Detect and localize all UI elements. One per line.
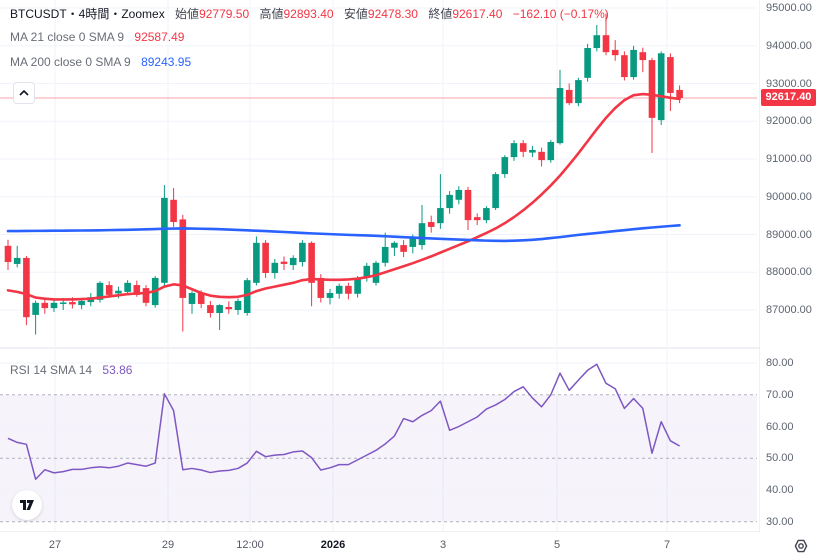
price-axis-label: 92000.00 bbox=[766, 115, 812, 128]
high-label: 高値 bbox=[259, 7, 284, 21]
time-axis-label: 3 bbox=[439, 539, 447, 551]
time-axis-label: 2026 bbox=[320, 539, 346, 551]
rsi-axis-label: 70.00 bbox=[766, 388, 794, 401]
tradingview-logo-icon bbox=[20, 500, 34, 510]
tradingview-logo[interactable] bbox=[12, 490, 42, 520]
rsi-label: RSI 14 SMA 14 bbox=[10, 363, 93, 377]
time-axis-label: 27 bbox=[48, 539, 62, 551]
rsi-axis-label: 50.00 bbox=[766, 452, 794, 465]
rsi-axis-label: 30.00 bbox=[766, 515, 794, 528]
time-axis-label: 12:00 bbox=[236, 539, 264, 551]
rsi-value: 53.86 bbox=[102, 363, 133, 377]
ma200-label: MA 200 close 0 SMA 9 bbox=[10, 55, 131, 69]
rsi-axis-label: 80.00 bbox=[766, 357, 794, 369]
low-label: 安値 bbox=[343, 7, 368, 21]
time-axis-label: 7 bbox=[663, 539, 671, 551]
price-axis[interactable]: 92617.40 95000.00 94000.00 93000.00 92000.0… bbox=[760, 0, 817, 532]
high-value: 92893.40 bbox=[283, 7, 334, 21]
symbol-legend-row[interactable]: BTCUSDT・4時間・Zoomex 始値92779.50 高値92893.40… bbox=[10, 5, 609, 22]
price-axis-label: 95000.00 bbox=[766, 2, 812, 14]
main-price-pane[interactable] bbox=[0, 0, 760, 347]
ma21-legend-row[interactable]: MA 21 close 0 SMA 9 92587.49 bbox=[10, 30, 184, 44]
ma21-value: 92587.49 bbox=[134, 30, 185, 44]
rsi-legend-row[interactable]: RSI 14 SMA 14 53.86 bbox=[10, 363, 132, 377]
open-value: 92779.50 bbox=[199, 7, 250, 21]
price-axis-label: 90000.00 bbox=[766, 190, 812, 203]
time-axis-label: 29 bbox=[161, 539, 175, 551]
price-axis-label: 88000.00 bbox=[766, 266, 812, 279]
time-axis-label: 5 bbox=[553, 539, 561, 551]
price-axis-label: 94000.00 bbox=[766, 39, 812, 52]
ma200-legend-row[interactable]: MA 200 close 0 SMA 9 89243.95 bbox=[10, 55, 191, 69]
ma200-value: 89243.95 bbox=[141, 55, 192, 69]
rsi-axis-label: 60.00 bbox=[766, 420, 794, 433]
collapse-legend-button[interactable] bbox=[13, 82, 35, 104]
chevron-up-icon bbox=[19, 90, 29, 96]
price-axis-label: 87000.00 bbox=[766, 304, 812, 316]
price-axis-label: 93000.00 bbox=[766, 77, 812, 90]
price-axis-label: 89000.00 bbox=[766, 228, 812, 241]
low-value: 92478.30 bbox=[367, 7, 418, 21]
rsi-axis-label: 40.00 bbox=[766, 484, 794, 497]
open-label: 始値 bbox=[175, 7, 200, 21]
change-value: −162.10 (−0.17%) bbox=[512, 7, 609, 21]
price-axis-label: 91000.00 bbox=[766, 153, 812, 165]
close-label: 終値 bbox=[428, 7, 453, 21]
settings-gear-icon[interactable] bbox=[792, 537, 810, 555]
close-value: 92617.40 bbox=[452, 7, 503, 21]
ma21-label: MA 21 close 0 SMA 9 bbox=[10, 30, 125, 44]
time-axis[interactable]: 27 29 12:00 2026 3 5 7 bbox=[0, 532, 817, 560]
current-price-badge: 92617.40 bbox=[761, 89, 816, 107]
symbol-title: BTCUSDT・4時間・Zoomex bbox=[10, 7, 165, 21]
